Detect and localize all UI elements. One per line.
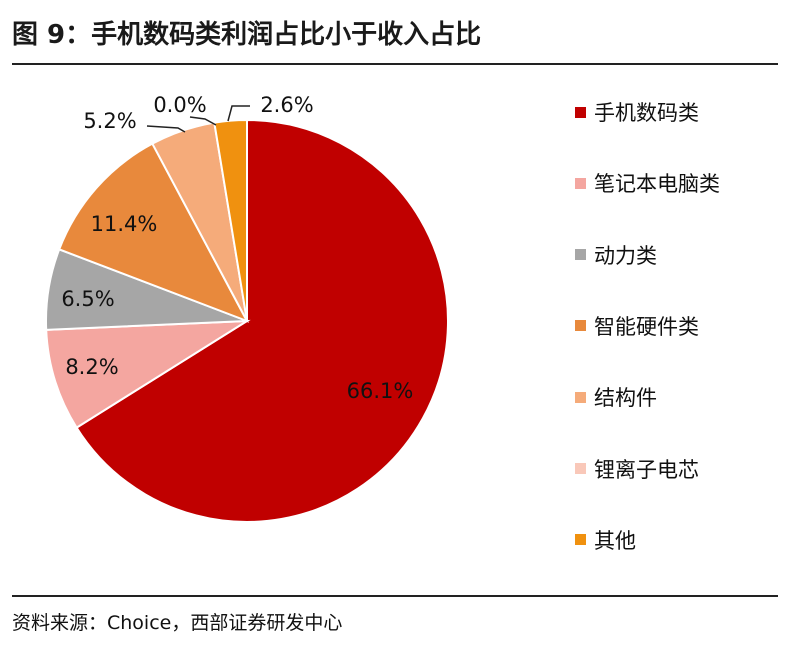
legend-label: 手机数码类: [594, 101, 699, 125]
legend-label: 笔记本电脑类: [594, 172, 720, 197]
legend-swatch: [575, 391, 586, 403]
chart-title: 图 9：手机数码类利润占比小于收入占比: [12, 20, 482, 50]
legend-label: 智能硬件类: [594, 314, 699, 339]
data-label-3: 11.4%: [91, 212, 158, 236]
slice-0: [75, 118, 449, 523]
legend-item-6: 其他: [575, 526, 636, 554]
legend-item-4: 结构件: [575, 383, 657, 411]
legend-swatch: [575, 463, 586, 474]
source-divider: [12, 595, 778, 597]
legend-label: 锂离子电芯: [594, 457, 699, 482]
legend-item-0: 手机数码类: [575, 98, 699, 126]
legend-label: 动力类: [594, 243, 657, 268]
legend-item-3: 智能硬件类: [575, 312, 699, 340]
legend-swatch: [575, 534, 586, 546]
slice-6: [213, 118, 248, 322]
legend-swatch: [575, 177, 586, 189]
legend-label: 结构件: [594, 386, 657, 411]
slice-3: [57, 142, 250, 323]
legend-swatch: [575, 106, 586, 118]
legend-item-2: 动力类: [575, 241, 657, 269]
data-label-4: 5.2%: [83, 109, 136, 133]
legend-swatch: [575, 249, 586, 261]
legend-swatch: [575, 320, 586, 332]
legend-label: 其他: [594, 528, 636, 553]
source-note: 资料来源：Choice，西部证券研发中心: [12, 612, 343, 634]
data-label-0: 66.1%: [347, 379, 414, 403]
data-label-2: 6.5%: [61, 287, 114, 311]
title-divider: [12, 63, 778, 65]
pie-chart: 66.1% 8.2% 6.5% 11.4% 5.2% 0.0% 2.6%: [45, 93, 449, 523]
slice-1: [45, 319, 251, 430]
data-label-5: 0.0%: [153, 93, 206, 117]
data-label-1: 8.2%: [65, 355, 118, 379]
legend-item-5: 锂离子电芯: [575, 455, 699, 483]
leader-line-6: [227, 105, 250, 122]
legend-item-1: 笔记本电脑类: [575, 169, 720, 197]
leader-line-4: [146, 125, 186, 133]
data-label-6: 2.6%: [260, 93, 313, 117]
leader-line-5: [189, 116, 217, 126]
